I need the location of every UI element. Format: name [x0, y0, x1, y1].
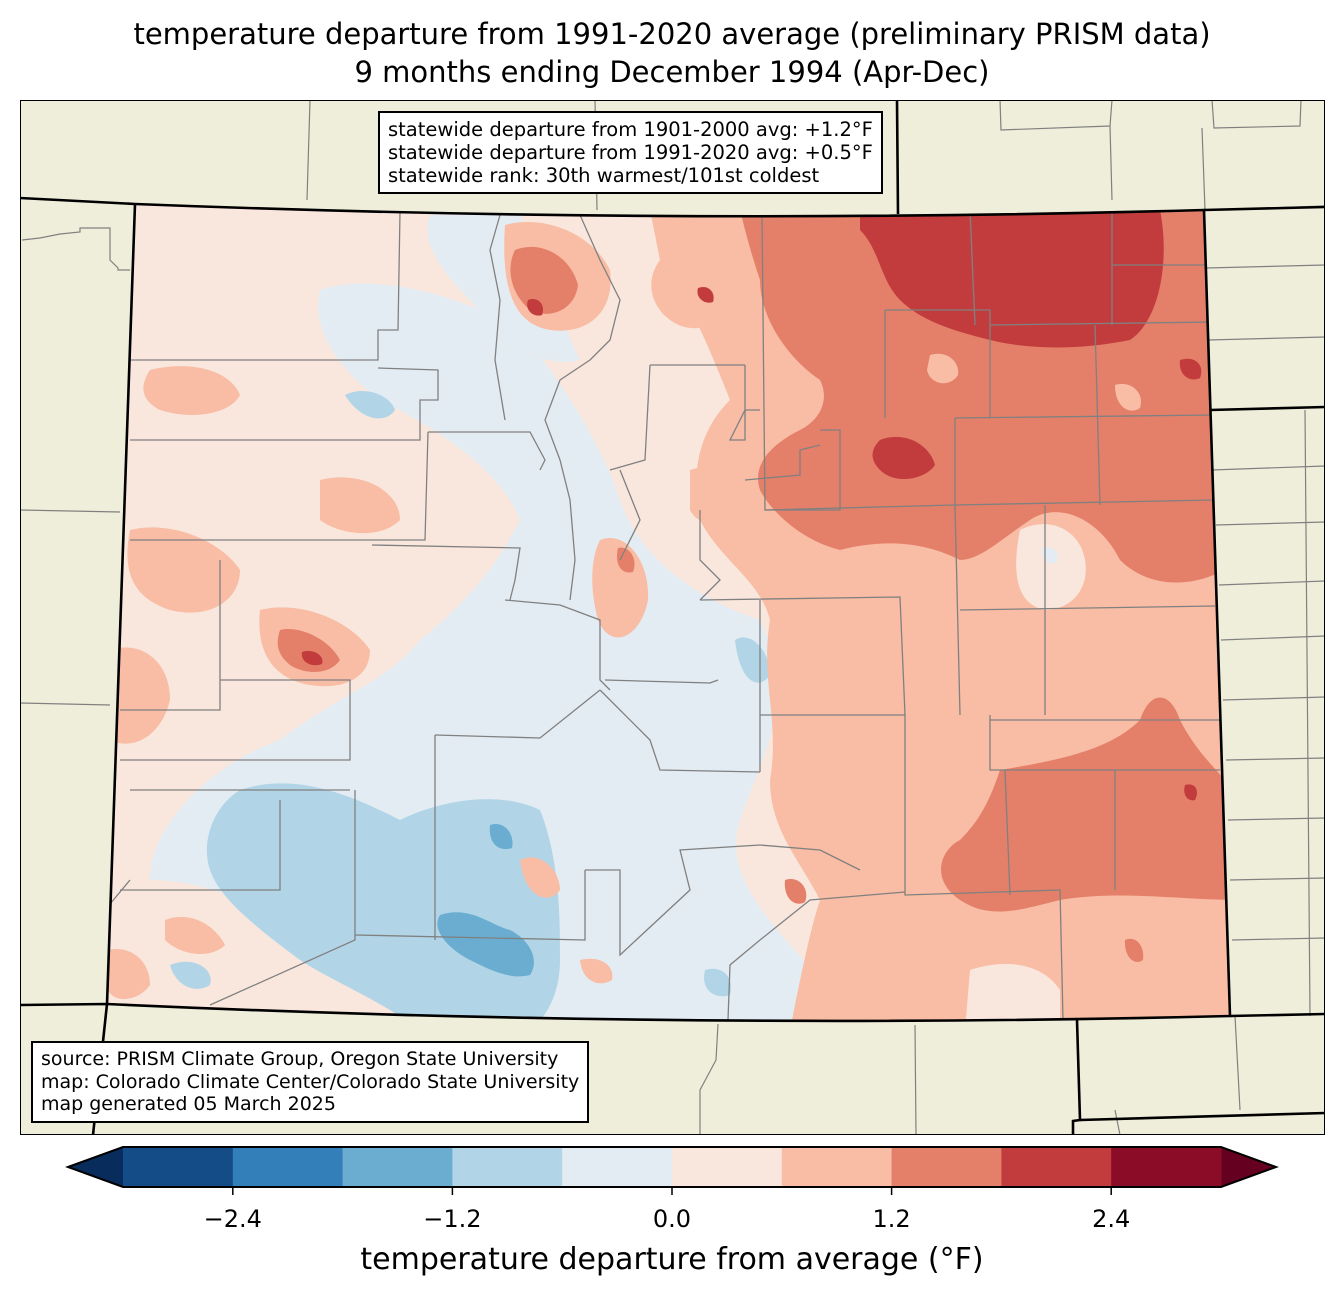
- field-cool-4: [345, 390, 395, 419]
- field-warm-n-2: [651, 257, 730, 329]
- field-cool-7: [170, 961, 211, 989]
- field-warm-w-4: [143, 366, 240, 415]
- field-warm-sw-2: [165, 916, 225, 955]
- stats-line-rank: statewide rank: 30th warmest/101st colde…: [388, 164, 820, 187]
- map-title-line1: temperature departure from 1991-2020 ave…: [133, 17, 1211, 51]
- field-warm-w-5: [320, 477, 400, 534]
- colorbar-cell: [1111, 1147, 1222, 1187]
- colorbar-tick-label: −2.4: [203, 1205, 262, 1233]
- field-warm-sw-1: [108, 949, 150, 1000]
- field-warm-w-1c: [301, 650, 323, 666]
- colorbar: [65, 1146, 1279, 1195]
- field-warm-s-1: [520, 857, 560, 898]
- field-cool-3: [437, 912, 534, 977]
- source-credit-box: source: PRISM Climate Group, Oregon Stat…: [31, 1041, 590, 1123]
- map-credit-line: map: Colorado Climate Center/Colorado St…: [41, 1070, 580, 1093]
- colorado-county-lines: [107, 209, 1220, 1021]
- field-warm-mid-se: [941, 697, 1230, 912]
- colorbar-tick-label: 2.4: [1092, 1205, 1131, 1233]
- field-hot-ne: [860, 210, 1164, 348]
- field-warm-se-spot: [784, 879, 807, 904]
- field-cool-8: [704, 968, 731, 997]
- field-warm-w-3: [110, 647, 170, 744]
- field-warm-se-spot-2: [1124, 938, 1144, 962]
- field-warm-n-2b: [697, 286, 714, 303]
- colorbar-outline: [65, 1146, 1279, 1188]
- stats-line-1991-2020: statewide departure from 1991-2020 avg: …: [388, 141, 873, 164]
- colorbar-cell: [1001, 1147, 1112, 1187]
- colorbar-tick-label: −1.2: [423, 1205, 482, 1233]
- field-cool-3b: [489, 824, 513, 850]
- temperature-field: [107, 204, 1230, 1021]
- field-warm-w-2: [127, 527, 240, 613]
- colorbar-tick-label: 0.0: [652, 1205, 692, 1233]
- field-warm-spot-light: [927, 353, 959, 384]
- map-title-line2: 9 months ending December 1994 (Apr-Dec): [354, 55, 990, 89]
- colorbar-cell: [781, 1147, 893, 1187]
- colorbar-cell: [562, 1147, 673, 1187]
- field-light-se: [965, 964, 1060, 1021]
- field-light-east: [1016, 524, 1086, 610]
- colorbar-cell: [891, 1147, 1002, 1187]
- colorbar-cell: [232, 1147, 344, 1187]
- field-hot-spot-1: [1179, 358, 1202, 380]
- field-cool-2: [206, 783, 560, 1021]
- source-line: source: PRISM Climate Group, Oregon Stat…: [41, 1048, 559, 1070]
- colorbar-cell: [672, 1147, 783, 1187]
- field-warm-nw-1c: [527, 299, 544, 316]
- colorbar-cell: [452, 1147, 563, 1187]
- field-light-east-spot: [1041, 546, 1058, 564]
- state-borders: [20, 100, 1325, 1135]
- field-warm-c-2: [690, 467, 746, 525]
- colorbar-cell: [342, 1147, 453, 1187]
- colorbar-under-extension: [68, 1147, 123, 1187]
- colorbar-cell: [123, 1147, 234, 1187]
- generated-date-line: map generated 05 March 2025: [41, 1093, 336, 1115]
- colorbar-over-extension: [1221, 1147, 1276, 1187]
- statewide-stats-box: statewide departure from 1901-2000 avg: …: [378, 111, 883, 194]
- field-warm-spot-light-2: [1115, 383, 1141, 411]
- stats-line-1901-2000: statewide departure from 1901-2000 avg: …: [388, 118, 873, 141]
- field-warm-nw-1b: [510, 246, 578, 314]
- field-warm-w-1b: [277, 629, 340, 672]
- colorbar-tick-label: 1.2: [872, 1205, 911, 1233]
- neighbor-county-lines: [20, 100, 1325, 1135]
- field-hot-spot-2: [1184, 784, 1197, 801]
- colorado-temperature-map: [20, 100, 1325, 1135]
- field-cool-5: [735, 637, 770, 683]
- colorbar-label: temperature departure from average (°F): [360, 1242, 984, 1277]
- field-warm-s-2: [580, 958, 613, 984]
- field-warm-c-1b: [616, 547, 635, 573]
- field-hot-mid: [872, 436, 935, 480]
